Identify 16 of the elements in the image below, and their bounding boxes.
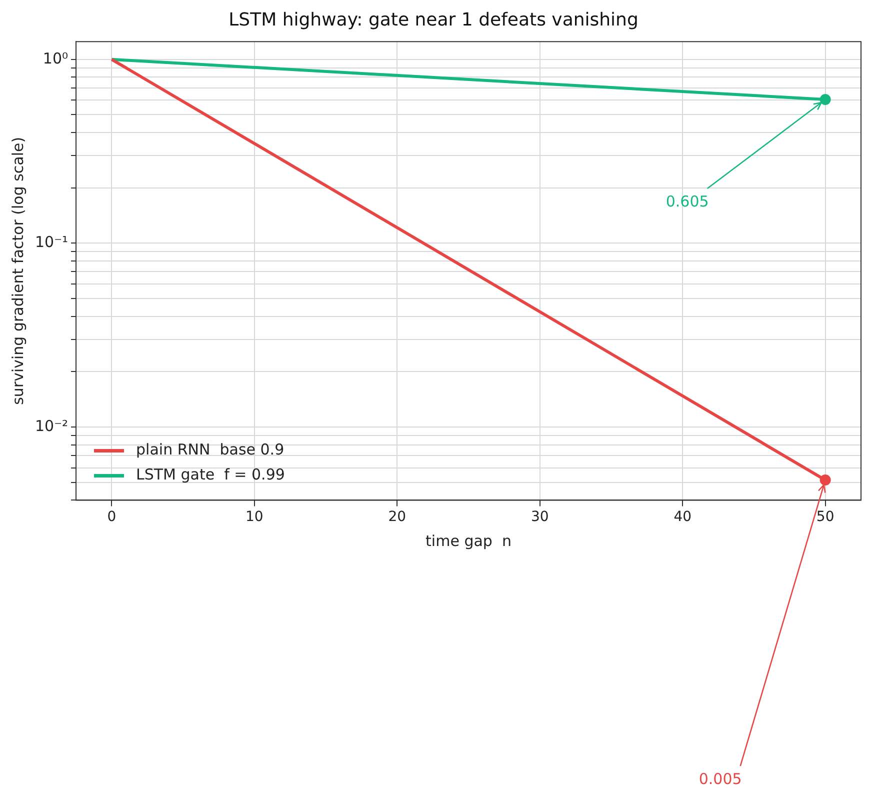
x-tick-label: 20 bbox=[388, 509, 406, 526]
y-axis-title: surviving gradient factor (log scale) bbox=[8, 136, 27, 405]
annotation: 0.605 bbox=[666, 192, 709, 210]
chart-title: LSTM highway: gate near 1 defeats vanishing bbox=[228, 9, 638, 30]
x-axis-title: time gap n bbox=[426, 532, 512, 550]
legend-label: LSTM gate f = 0.99 bbox=[136, 466, 285, 484]
legend-label: plain RNN base 0.9 bbox=[136, 440, 284, 459]
y-tick-label: 10⁰ bbox=[42, 49, 68, 68]
x-tick-label: 50 bbox=[816, 509, 834, 526]
y-tick-label: 10⁻¹ bbox=[34, 233, 68, 252]
annotation: 0.005 bbox=[698, 770, 742, 788]
y-tick-label: 10⁻² bbox=[34, 416, 68, 435]
x-tick-label: 30 bbox=[530, 509, 549, 526]
x-tick-label: 10 bbox=[246, 509, 264, 526]
x-tick-label: 0 bbox=[107, 509, 116, 526]
x-tick-label: 40 bbox=[674, 509, 692, 526]
